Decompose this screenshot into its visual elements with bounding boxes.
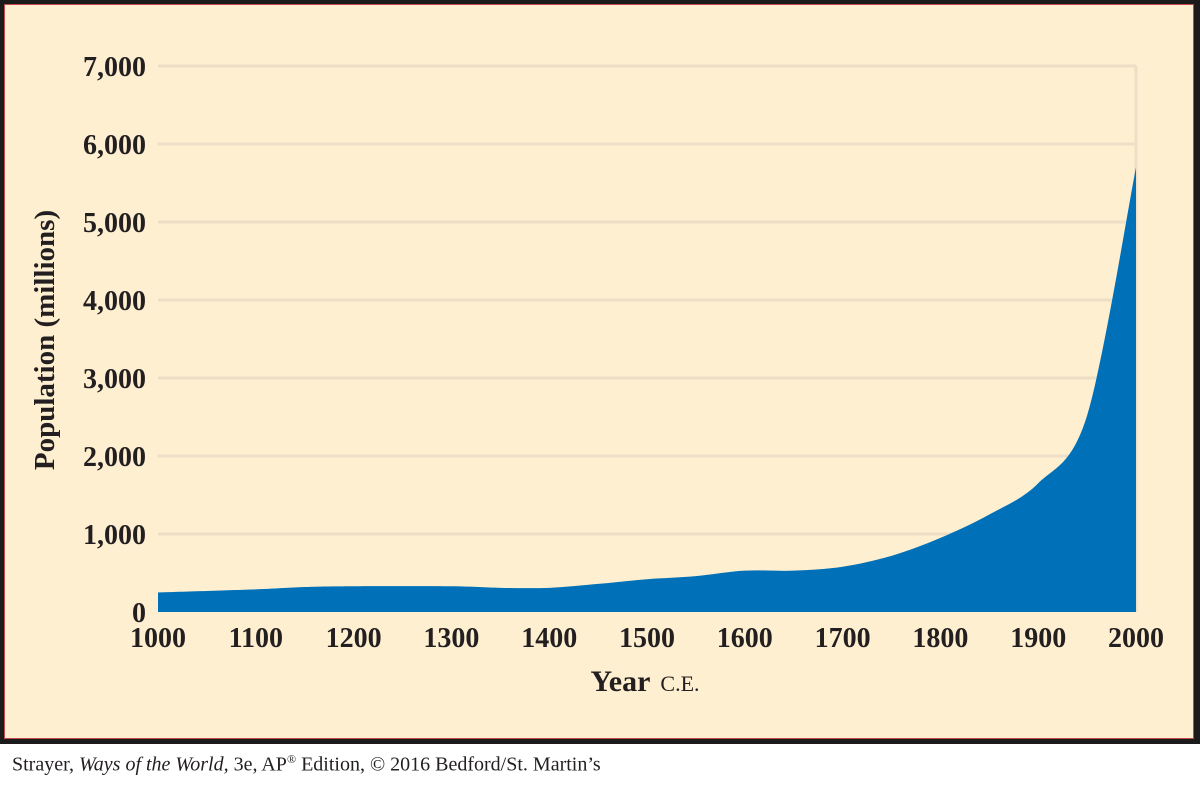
x-axis-title: Year C.E. — [590, 665, 699, 698]
y-tick-label: 7,000 — [83, 52, 146, 83]
figure-frame — [0, 0, 1200, 744]
credit-line: Strayer, Ways of the World, 3e, AP® Edit… — [12, 752, 601, 777]
y-tick-label: 0 — [132, 598, 146, 629]
x-axis-ticks: 1000 1100 1200 1300 1400 1500 1600 1700 1800 1900… — [130, 623, 1164, 654]
x-axis-title-era: C.E. — [660, 671, 699, 696]
x-tick-label: 1000 — [130, 623, 186, 654]
x-tick-label: 1900 — [1010, 623, 1066, 654]
x-tick-label: 1500 — [619, 623, 675, 654]
x-tick-label: 1400 — [521, 623, 577, 654]
y-axis-ticks: 0 1,000 2,000 3,000 4,000 5,000 6,000 7,000 — [83, 52, 146, 629]
plot-background — [4, 4, 1194, 739]
y-axis-title: Population (millions) — [29, 210, 61, 470]
x-tick-label: 1800 — [912, 623, 968, 654]
x-tick-label: 1300 — [423, 623, 479, 654]
x-tick-label: 1600 — [717, 623, 773, 654]
y-tick-label: 5,000 — [83, 208, 146, 239]
credit-book-title: Ways of the World, — [78, 753, 229, 776]
x-tick-label: 1200 — [326, 623, 382, 654]
area-layer — [158, 167, 1136, 612]
x-axis-title-main: Year — [590, 665, 650, 698]
population-area-chart: 0 1,000 2,000 3,000 4,000 5,000 6,000 7,000 100… — [29, 52, 1164, 698]
y-tick-label: 3,000 — [83, 364, 146, 395]
population-area — [158, 167, 1136, 612]
credit-publisher: Edition, © 2016 Bedford/St. Martin’s — [301, 753, 601, 776]
credit-edition: 3e, AP — [233, 753, 287, 776]
y-tick-label: 4,000 — [83, 286, 146, 317]
credit-author: Strayer, — [12, 753, 74, 776]
y-tick-label: 2,000 — [83, 442, 146, 473]
credit-registered-mark: ® — [286, 752, 297, 766]
x-tick-label: 1100 — [229, 623, 283, 654]
x-tick-label: 2000 — [1108, 623, 1164, 654]
y-tick-label: 6,000 — [83, 130, 146, 161]
y-tick-label: 1,000 — [83, 520, 146, 551]
gridlines — [158, 64, 1138, 612]
x-tick-label: 1700 — [815, 623, 871, 654]
